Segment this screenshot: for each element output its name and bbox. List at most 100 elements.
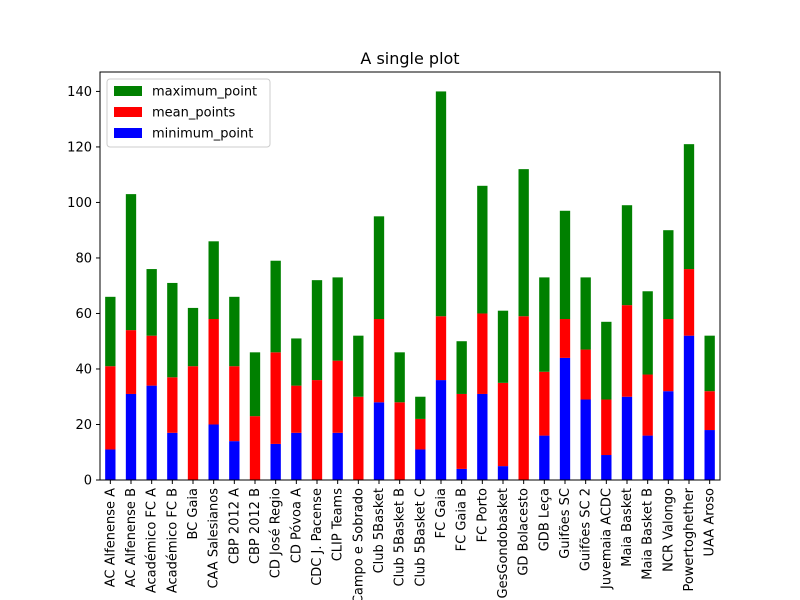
bar-mean_points-22 bbox=[559, 319, 571, 358]
x-tick-label-27: NCR Valongo bbox=[661, 488, 676, 572]
bar-mean_points-5 bbox=[208, 319, 219, 425]
bar-mean_points-10 bbox=[311, 380, 323, 480]
x-tick-label-28: Powertoghether bbox=[682, 487, 697, 591]
bar-maximum_point-4 bbox=[187, 307, 199, 367]
x-tick-label-29: UAA Aroso bbox=[703, 488, 718, 556]
bar-maximum_point-29 bbox=[704, 335, 715, 392]
bar-mean_points-29 bbox=[704, 391, 715, 431]
bar-minimum_point-1 bbox=[125, 393, 137, 480]
bar-mean_points-24 bbox=[601, 399, 612, 456]
bar-minimum_point-29 bbox=[704, 430, 715, 480]
x-tick-label-10: CDC J. Pacense bbox=[310, 488, 325, 586]
bar-mean_points-21 bbox=[539, 371, 550, 436]
bar-mean_points-19 bbox=[497, 382, 509, 467]
x-tick-label-26: Maia Basket B bbox=[641, 488, 656, 580]
bar-mean_points-11 bbox=[332, 360, 343, 433]
bar-maximum_point-19 bbox=[497, 310, 509, 383]
x-tick-label-23: Guifões SC 2 bbox=[579, 488, 594, 571]
bar-minimum_point-15 bbox=[415, 449, 426, 480]
x-axis: AC Alfenense A AC Alfenense B Académico FC… bbox=[103, 480, 718, 600]
bar-maximum_point-28 bbox=[683, 144, 695, 270]
x-tick-label-12: Campo e Sobrado bbox=[351, 488, 366, 600]
x-tick-label-21: GDB Leça bbox=[537, 488, 552, 551]
x-tick-label-7: CBP 2012 B bbox=[248, 488, 263, 564]
bar-mean_points-14 bbox=[394, 402, 405, 480]
bar-maximum_point-8 bbox=[270, 260, 281, 353]
bar-maximum_point-9 bbox=[291, 338, 302, 386]
x-tick-label-24: Juvemaia ACDC bbox=[599, 488, 614, 590]
bar-mean_points-3 bbox=[167, 377, 178, 433]
bar-mean_points-0 bbox=[105, 366, 116, 450]
bar-maximum_point-18 bbox=[477, 185, 488, 314]
bar-minimum_point-9 bbox=[291, 432, 302, 480]
bar-maximum_point-12 bbox=[353, 335, 364, 397]
bar-minimum_point-24 bbox=[601, 455, 612, 480]
bar-mean_points-12 bbox=[353, 396, 364, 480]
legend-label-maximum_point: maximum_point bbox=[152, 85, 257, 100]
bar-mean_points-6 bbox=[229, 366, 240, 442]
x-tick-label-8: CD José Regio bbox=[269, 488, 284, 578]
x-tick-label-17: FC Gaia B bbox=[455, 488, 470, 551]
x-tick-label-5: CAA Salesianos bbox=[207, 488, 222, 589]
bar-mean_points-17 bbox=[456, 393, 467, 469]
bar-maximum_point-14 bbox=[394, 352, 405, 403]
x-tick-label-9: CD Póvoa A bbox=[289, 488, 304, 563]
legend: maximum_point mean_points minimum_point bbox=[106, 78, 271, 148]
bar-minimum_point-26 bbox=[642, 435, 653, 480]
bar-minimum_point-3 bbox=[167, 432, 178, 480]
bar-maximum_point-23 bbox=[580, 277, 591, 350]
bar-maximum_point-10 bbox=[311, 280, 323, 381]
bar-maximum_point-25 bbox=[621, 205, 633, 306]
x-tick-label-22: Guifões SC bbox=[558, 488, 573, 559]
bar-mean_points-2 bbox=[146, 335, 157, 386]
y-tick-label-2: 40 bbox=[75, 362, 92, 377]
bar-maximum_point-13 bbox=[373, 216, 385, 320]
y-axis: 0 20 40 60 80 100 120 140 bbox=[67, 85, 100, 489]
bar-maximum_point-3 bbox=[167, 282, 178, 378]
bar-mean_points-15 bbox=[415, 418, 426, 450]
bar-maximum_point-7 bbox=[249, 352, 261, 417]
bar-maximum_point-27 bbox=[663, 230, 674, 320]
bar-maximum_point-0 bbox=[105, 296, 116, 367]
x-tick-label-3: Académico FC B bbox=[165, 488, 180, 593]
x-tick-label-14: Club 5Basket B bbox=[393, 488, 408, 586]
y-tick-label-3: 60 bbox=[75, 307, 92, 322]
bar-maximum_point-16 bbox=[435, 91, 447, 317]
bar-mean_points-8 bbox=[270, 352, 281, 444]
y-tick-label-4: 80 bbox=[75, 251, 92, 266]
bar-minimum_point-18 bbox=[477, 393, 488, 480]
bar-minimum_point-8 bbox=[270, 443, 281, 480]
legend-label-mean_points: mean_points bbox=[152, 106, 236, 121]
x-tick-label-25: Maia Basket bbox=[620, 488, 635, 567]
bar-mean_points-25 bbox=[621, 305, 633, 397]
bar-maximum_point-26 bbox=[642, 291, 653, 375]
plot-frame bbox=[99, 71, 721, 481]
x-tick-label-11: CLIP Teams bbox=[331, 488, 346, 561]
x-tick-label-19: GesGondobasket bbox=[496, 488, 511, 598]
x-tick-label-18: FC Porto bbox=[475, 488, 490, 542]
bar-minimum_point-22 bbox=[559, 357, 571, 480]
bar-minimum_point-25 bbox=[621, 396, 633, 480]
bar-maximum_point-15 bbox=[415, 396, 426, 419]
x-tick-label-4: BC Gaia bbox=[186, 488, 201, 540]
bar-maximum_point-11 bbox=[332, 277, 343, 361]
bar-mean_points-26 bbox=[642, 374, 653, 436]
y-tick-label-0: 0 bbox=[84, 474, 92, 489]
bar-mean_points-1 bbox=[125, 330, 137, 394]
y-tick-label-1: 20 bbox=[75, 418, 92, 433]
bar-mean_points-9 bbox=[291, 385, 302, 433]
bar-minimum_point-11 bbox=[332, 432, 343, 480]
x-tick-label-16: FC Gaia bbox=[434, 488, 449, 538]
legend-swatch-minimum_point bbox=[114, 128, 142, 138]
bar-mean_points-4 bbox=[187, 366, 199, 480]
x-tick-label-0: AC Alfenense A bbox=[103, 488, 118, 587]
x-tick-label-1: AC Alfenense B bbox=[124, 488, 139, 587]
bar-minimum_point-23 bbox=[580, 399, 591, 480]
bar-mean_points-23 bbox=[580, 349, 591, 400]
bar-maximum_point-22 bbox=[559, 210, 571, 320]
x-tick-label-13: Club 5Basket bbox=[372, 488, 387, 573]
y-tick-label-7: 140 bbox=[67, 85, 92, 100]
bar-minimum_point-27 bbox=[663, 391, 674, 480]
bar-mean_points-16 bbox=[435, 316, 447, 381]
